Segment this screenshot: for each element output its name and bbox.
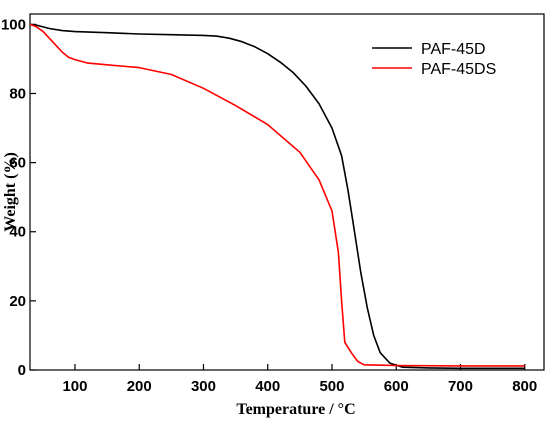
x-tick-label: 100 (62, 378, 87, 395)
x-tick-label: 500 (319, 378, 344, 395)
y-tick-label: 60 (9, 155, 26, 172)
y-tick-label: 100 (1, 16, 26, 33)
series-line-paf-45d (29, 23, 525, 370)
y-axis-ticks: 0 20 40 60 80 100 (1, 16, 36, 379)
legend-label-paf-45ds: PAF-45DS (421, 61, 496, 78)
y-tick-label: 80 (9, 85, 26, 102)
series-line-paf-45ds (29, 23, 525, 367)
x-tick-label: 400 (255, 378, 280, 395)
y-axis-title: Weight (%) (2, 152, 19, 232)
y-tick-label: 0 (18, 362, 26, 379)
x-tick-label: 300 (191, 378, 216, 395)
x-tick-label: 600 (384, 378, 409, 395)
x-tick-label: 700 (448, 378, 473, 395)
plot-frame (29, 13, 545, 371)
x-axis-title: Temperature / °C (236, 401, 355, 418)
legend-label-paf-45d: PAF-45D (421, 41, 486, 58)
y-tick-label: 20 (9, 293, 26, 310)
x-axis-ticks: 100 200 300 400 500 600 700 800 (62, 364, 537, 395)
x-tick-label: 200 (127, 378, 152, 395)
legend: PAF-45D PAF-45DS (372, 41, 496, 78)
series-lines (29, 23, 525, 370)
y-tick-label: 40 (9, 224, 26, 241)
x-tick-label: 800 (512, 378, 537, 395)
